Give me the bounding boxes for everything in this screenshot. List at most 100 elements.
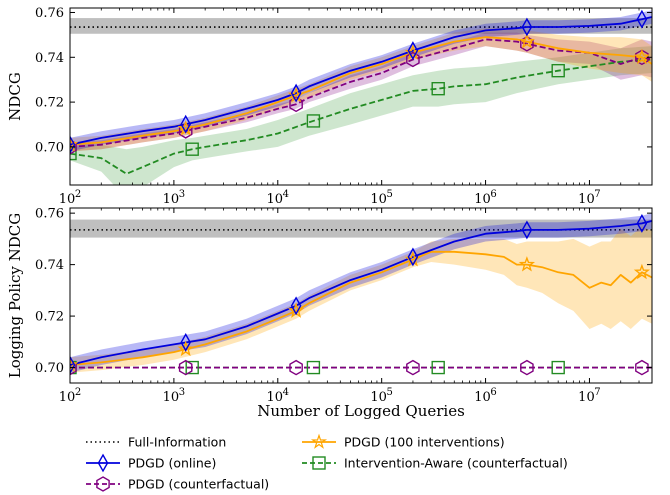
- x-tick-label: 10: [370, 390, 387, 405]
- band-interventions: [70, 28, 652, 152]
- marker-online: [521, 220, 533, 240]
- y-tick-label: 0.74: [35, 258, 64, 273]
- x-tick-exponent: 4: [283, 387, 289, 398]
- x-tick-label: 10: [163, 390, 180, 405]
- legend-marker-pdgd-online: [97, 453, 109, 473]
- x-tick-label: 10: [267, 192, 284, 207]
- band-online: [70, 213, 652, 373]
- marker-interventions: [633, 263, 651, 280]
- legend-entry-pdgd-online: PDGD (online): [86, 453, 216, 473]
- y-tick-label: 0.72: [35, 96, 64, 111]
- band-online: [70, 10, 652, 152]
- legend-label-full-information: Full-Information: [128, 435, 226, 450]
- plot-area: [70, 9, 652, 185]
- full-information-band: [70, 219, 652, 238]
- marker-counterfactual: [635, 49, 649, 66]
- marker-online: [407, 247, 419, 267]
- legend-label-pdgd-online: PDGD (online): [128, 456, 216, 471]
- marker-interventions: [70, 136, 79, 152]
- marker-aware: [551, 64, 565, 78]
- x-tick-exponent: 7: [594, 189, 600, 200]
- marker-online: [70, 135, 76, 155]
- marker-online: [180, 114, 192, 134]
- axes-frame: [69, 7, 653, 186]
- line-aware: [70, 58, 652, 175]
- x-tick-exponent: 6: [490, 189, 496, 200]
- x-tick-label: 10: [474, 192, 491, 207]
- legend: Full-Information PDGD (online) PDGD (cou…: [86, 433, 568, 492]
- band-aware: [70, 46, 652, 185]
- legend-label-pdgd-100-interventions: PDGD (100 interventions): [344, 435, 505, 450]
- x-tick-label: 10: [474, 390, 491, 405]
- x-tick-label: 10: [267, 390, 284, 405]
- marker-counterfactual: [635, 359, 649, 376]
- y-tick-label: 0.70: [35, 140, 64, 155]
- x-tick-exponent: 3: [179, 189, 185, 200]
- marker-interventions: [633, 48, 651, 65]
- marker-aware: [306, 360, 321, 375]
- x-tick-label: 10: [163, 192, 180, 207]
- line-interventions: [70, 250, 652, 366]
- marker-aware: [185, 360, 199, 375]
- y-axis-label: Logging Policy NDCG: [6, 213, 24, 378]
- x-tick-exponent: 4: [283, 189, 289, 200]
- marker-online: [70, 355, 76, 375]
- marker-online: [636, 213, 648, 233]
- x-tick-exponent: 2: [75, 387, 81, 398]
- marker-interventions: [518, 33, 536, 49]
- legend-label-intervention-aware: Intervention-Aware (counterfactual): [344, 456, 568, 471]
- x-tick-exponent: 7: [594, 387, 600, 398]
- marker-aware: [70, 146, 77, 161]
- x-tick-label: 10: [59, 192, 76, 207]
- line-online: [70, 220, 652, 366]
- x-axis-label: Number of Logged Queries: [257, 402, 465, 420]
- marker-interventions: [177, 340, 194, 357]
- marker-online: [521, 17, 533, 37]
- marker-online: [636, 9, 648, 29]
- marker-interventions: [70, 356, 79, 372]
- marker-counterfactual: [289, 359, 303, 376]
- x-tick-exponent: 5: [386, 189, 392, 200]
- marker-counterfactual: [406, 359, 420, 376]
- legend-entry-intervention-aware: Intervention-Aware (counterfactual): [302, 456, 568, 471]
- y-tick-label: 0.74: [35, 51, 64, 66]
- marker-aware: [551, 360, 565, 375]
- marker-counterfactual: [520, 359, 534, 376]
- legend-entry-full-information: Full-Information: [86, 435, 226, 450]
- x-tick-label: 10: [578, 192, 595, 207]
- legend-marker-pdgd-100-interventions: [310, 433, 328, 449]
- marker-counterfactual: [70, 359, 77, 376]
- y-tick-label: 0.72: [35, 310, 64, 325]
- x-tick-label: 10: [59, 390, 76, 405]
- legend-label-pdgd-counterfactual: PDGD (counterfactual): [128, 477, 269, 492]
- marker-counterfactual: [178, 359, 193, 376]
- marker-online: [290, 296, 302, 316]
- marker-interventions: [518, 256, 536, 272]
- x-tick-label: 10: [370, 192, 387, 207]
- marker-aware: [431, 360, 445, 375]
- legend-marker-intervention-aware: [312, 456, 326, 470]
- full-information-band: [70, 18, 652, 34]
- marker-online: [407, 41, 419, 61]
- x-tick-exponent: 5: [386, 387, 392, 398]
- legend-entry-pdgd-counterfactual: PDGD (counterfactual): [86, 476, 269, 492]
- plot-area: [70, 213, 652, 376]
- legend-marker-pdgd-counterfactual: [96, 476, 110, 492]
- y-tick-label: 0.76: [35, 207, 64, 222]
- legend-entry-pdgd-100-interventions: PDGD (100 interventions): [302, 433, 505, 450]
- x-tick-exponent: 3: [179, 387, 185, 398]
- axes-frame: [69, 207, 653, 384]
- y-axis-label: NDCG: [6, 72, 24, 121]
- marker-counterfactual: [289, 96, 303, 113]
- marker-online: [180, 332, 192, 352]
- marker-aware: [306, 114, 321, 128]
- y-tick-label: 0.76: [35, 6, 64, 21]
- marker-online: [290, 83, 302, 103]
- y-tick-label: 0.70: [35, 361, 64, 376]
- x-tick-exponent: 6: [490, 387, 496, 398]
- marker-aware: [431, 82, 445, 96]
- x-tick-exponent: 2: [75, 189, 81, 200]
- marker-aware: [185, 142, 199, 156]
